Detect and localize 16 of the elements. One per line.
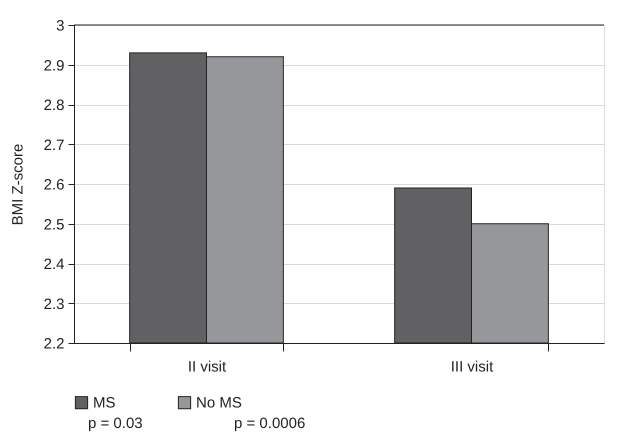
- y-tick-label: 2.3: [44, 296, 64, 313]
- y-tick-label: 2.8: [44, 97, 64, 114]
- y-tick-label: 2.7: [44, 136, 64, 154]
- y-axis-title: BMI Z-score: [10, 144, 27, 226]
- y-tick-label: 2.6: [44, 176, 64, 194]
- y-tick-label: 3: [56, 18, 64, 34]
- y-tick-label: 2.9: [44, 57, 64, 74]
- x-tick-label: III visit: [450, 358, 494, 376]
- y-tick-label: 2.2: [44, 336, 64, 352]
- y-tick-label: 2.5: [44, 216, 64, 234]
- legend-label: MS: [93, 394, 116, 412]
- legend-label: No MS: [196, 394, 242, 412]
- x-tick-label: II visit: [188, 358, 227, 376]
- y-tick-label: 2.4: [44, 256, 64, 273]
- text: p = 0.03: [88, 415, 143, 432]
- text: p = 0.0006: [234, 415, 306, 432]
